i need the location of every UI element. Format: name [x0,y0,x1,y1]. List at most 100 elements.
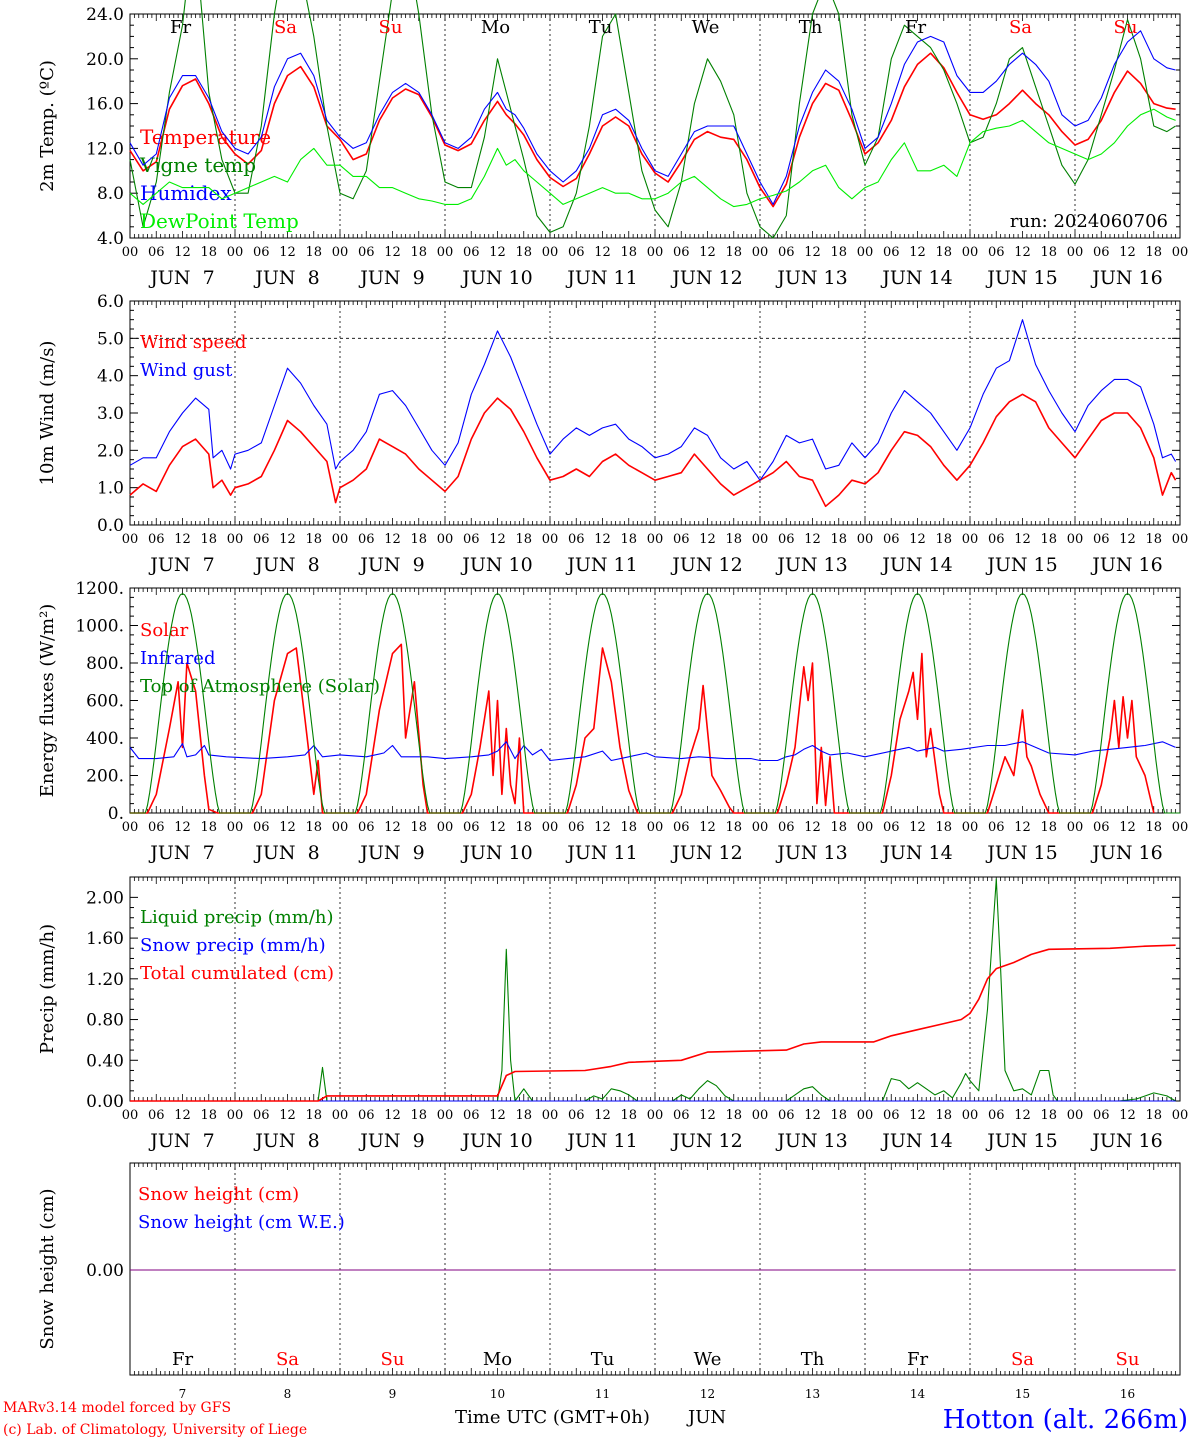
series-line [130,944,1176,1102]
day-label: JUN 14 [880,1130,952,1152]
day-label: JUN 14 [880,842,952,864]
legend-entry: DewPoint Temp [140,209,299,233]
hour-tick-label: 06 [1093,532,1110,547]
hour-tick-label: 06 [568,532,585,547]
y-tick-label: 4.0 [97,367,124,387]
hour-tick-label: 00 [752,1108,769,1123]
x-axis-label: Time UTC (GMT+0h) [455,1407,650,1428]
y-tick-label: 0.00 [86,1261,124,1281]
hour-tick-label: 18 [1145,820,1162,835]
hour-tick-label: 18 [515,820,532,835]
hour-tick-label: 18 [725,532,742,547]
y-tick-label: 0.80 [86,1011,124,1031]
y-tick-label: 2.00 [86,888,124,908]
hour-tick-label: 12 [384,532,401,547]
hour-tick-label: 18 [620,820,637,835]
hour-tick-label: 00 [1172,1108,1189,1123]
hour-tick-label: 00 [752,245,769,260]
hour-tick-label: 00 [962,532,979,547]
legend-entry: Liquid precip (mm/h) [140,907,334,928]
legend-entry: Snow height (cm W.E.) [138,1212,345,1233]
day-label: JUN 14 [880,267,952,289]
hour-tick-label: 06 [1093,1108,1110,1123]
weekday-label: We [692,17,720,38]
hour-tick-label: 06 [883,820,900,835]
hour-tick-label: 18 [305,532,322,547]
hour-tick-label: 06 [568,1108,585,1123]
day-number-label: 8 [284,1387,292,1401]
y-tick-label: 12.0 [86,139,124,159]
run-annotation: run: 2024060706 [1010,211,1168,232]
hour-tick-label: 06 [568,820,585,835]
hour-tick-label: 12 [909,820,926,835]
hour-tick-label: 12 [1119,532,1136,547]
hour-tick-label: 12 [1014,1108,1031,1123]
hour-tick-label: 00 [1172,245,1189,260]
y-tick-label: 200. [86,767,124,787]
y-axis-title: Snow height (cm) [37,1188,58,1349]
hour-tick-label: 00 [437,245,454,260]
hour-tick-label: 00 [122,820,139,835]
day-label: JUN 12 [670,842,742,864]
y-axis-title: Precip (mm/h) [37,924,58,1054]
hour-tick-label: 18 [200,532,217,547]
day-label: JUN 10 [460,1130,532,1152]
legend-entry: Temperature [140,125,271,149]
hour-tick-label: 12 [1119,245,1136,260]
day-label: JUN 9 [358,1130,424,1152]
hour-tick-label: 18 [200,245,217,260]
hour-tick-label: 12 [909,245,926,260]
weekday-label: Fr [172,1349,193,1370]
hour-tick-label: 06 [148,245,165,260]
hour-tick-label: 18 [305,1108,322,1123]
hour-tick-label: 18 [1040,820,1057,835]
hour-tick-label: 00 [857,820,874,835]
y-tick-label: 3.0 [97,404,124,424]
hour-tick-label: 12 [1014,532,1031,547]
panel-5: 0.00 Snow height (cm) Snow height (cm) Snow… [37,1162,1181,1401]
legend-entry: Infrared [140,648,215,669]
weekday-label: Fr [905,17,926,38]
hour-tick-label: 00 [857,532,874,547]
hour-tick-label: 06 [463,1108,480,1123]
weekday-label: Sa [276,1349,299,1370]
day-label: JUN 12 [670,554,742,576]
hour-tick-label: 00 [227,245,244,260]
hour-tick-label: 00 [227,1108,244,1123]
hour-tick-label: 06 [463,245,480,260]
hour-tick-label: 06 [883,1108,900,1123]
hour-tick-label: 12 [909,532,926,547]
y-axis-title: Energy fluxes (W/m²) [37,604,58,798]
hour-tick-label: 18 [725,245,742,260]
hour-tick-label: 00 [122,245,139,260]
hour-tick-label: 18 [200,1108,217,1123]
hour-tick-label: 06 [1093,820,1110,835]
day-number-label: 11 [595,1387,610,1401]
hour-tick-label: 12 [279,820,296,835]
day-label: JUN 11 [565,554,637,576]
panel-1: 4.0 8.0 12.0 16.0 20.0 24.0 2m Temp. (ºC) 00 06 1… [37,0,1188,289]
panel-3: 0. 200. 400. 600. 800. 1000. 1200. Energy fluxe… [37,579,1188,864]
hour-tick-label: 18 [200,820,217,835]
y-tick-label: 1.60 [86,929,124,949]
legend-entry: Humidex [140,181,232,205]
day-label: JUN 11 [565,842,637,864]
y-tick-label: 5.0 [97,329,124,349]
hour-tick-label: 00 [647,532,664,547]
hour-tick-label: 06 [673,1108,690,1123]
hour-tick-label: 06 [988,820,1005,835]
day-number-label: 14 [910,1387,926,1401]
day-label: JUN 11 [565,1130,637,1152]
hour-tick-label: 00 [1067,532,1084,547]
hour-tick-label: 12 [804,532,821,547]
series-line [129,108,1176,208]
hour-tick-label: 06 [988,532,1005,547]
y-axis-title: 10m Wind (m/s) [37,341,58,486]
day-label: JUN 13 [775,842,847,864]
day-label: JUN 8 [253,554,319,576]
day-label: JUN 15 [985,1130,1057,1152]
day-number-label: 15 [1015,1387,1030,1401]
hour-tick-label: 00 [122,532,139,547]
y-tick-label: 6.0 [97,292,124,312]
